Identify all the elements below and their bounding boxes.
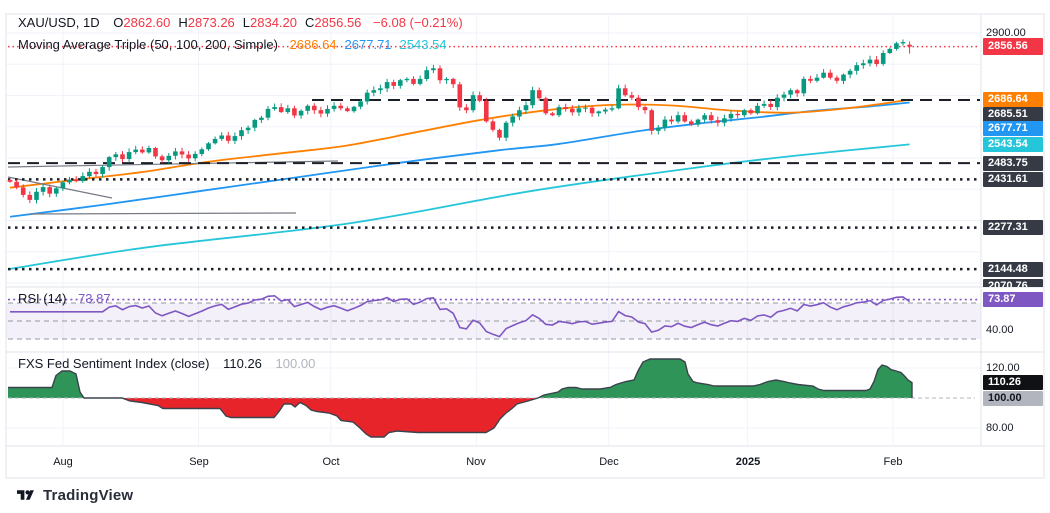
ohlc-field-h: H2873.26 [178,15,235,30]
time-axis-label-nov: Nov [466,456,486,468]
sentiment-area-series [8,358,975,438]
price-axis-badge: 2483.75 [983,155,1043,171]
price-level-lines[interactable] [8,45,980,271]
sma-50-line [9,98,910,189]
price-axis-tick: 120.00 [986,362,1020,374]
ma-indicator-values: 2686.64 2677.71 2543.54 [290,37,455,52]
sma-200-line [9,143,910,270]
price-axis-badge: 2543.54 [983,136,1043,152]
time-axis-label-dec: Dec [599,456,619,468]
tradingview-logo-text: TradingView [43,487,134,504]
rsi-line-series [8,294,980,338]
ma-indicator-label: Moving Average Triple (50, 100, 200, Sim… [18,37,278,52]
symbol-title: XAU/USD, 1D [18,15,100,30]
ohlc-field-c: C2856.56 [305,15,362,30]
price-axis-tick: 80.00 [986,422,1014,434]
symbol-header-row[interactable]: XAU/USD, 1D O2862.60 H2873.26 L2834.20 C285… [18,15,463,30]
rsi-bands [6,302,981,340]
candlestick-series [7,39,912,204]
time-axis-label-aug: Aug [53,456,73,468]
ma-value: 2677.71 [344,37,392,52]
rsi-indicator-row[interactable]: RSI (14) 73.87 [18,291,111,306]
price-axis-badge: 2431.61 [983,171,1043,187]
time-axis-label-feb: Feb [883,456,903,468]
price-axis-badge: 2070.76 [983,279,1043,287]
tradingview-logo-icon [17,490,34,500]
change-value: −6.08 (−0.21%) [373,15,463,30]
price-axis-badge: 2685.51 [983,106,1043,122]
ohlc-field-o: O2862.60 [113,15,171,30]
price-axis-badge: 2277.31 [983,220,1043,236]
price-axis-badge: 100.00 [983,390,1043,406]
ohlc-values: O2862.60 H2873.26 L2834.20 C2856.56 [113,15,369,30]
ohlc-field-l: L2834.20 [242,15,298,30]
price-axis-tick: 2900.00 [986,27,1026,39]
sentiment-baseline-value: 100.00 [275,356,316,371]
trendlines[interactable] [7,160,339,215]
price-axis-tick: 40.00 [986,324,1014,336]
ma-value: 2543.54 [399,37,447,52]
rsi-indicator-value: 73.87 [78,291,111,306]
time-axis-label-oct: Oct [322,456,340,468]
price-axis-badge: 2686.64 [983,92,1043,108]
price-axis-badge: 2144.48 [983,261,1043,277]
time-axis-label-2025: 2025 [735,456,761,468]
pane-separators[interactable] [5,13,1045,479]
sma-100-line [9,101,910,218]
sentiment-indicator-row[interactable]: FXS Fed Sentiment Index (close) 110.26 1… [18,356,315,371]
ma-indicator-row[interactable]: Moving Average Triple (50, 100, 200, Sim… [18,37,455,52]
rsi-indicator-label: RSI (14) [18,291,67,306]
moving-average-lines [9,98,910,270]
sentiment-indicator-value: 110.26 [223,356,262,371]
price-axis-badge: 73.87 [983,292,1043,308]
time-axis-label-sep: Sep [189,456,209,468]
price-axis-badge: 110.26 [983,375,1043,391]
price-axis-badge: 2677.71 [983,121,1043,137]
sentiment-indicator-label: FXS Fed Sentiment Index (close) [18,356,210,371]
price-axis-badge-clipped: 2070.76 [983,279,1043,287]
price-axis-badge: 2856.56 [983,38,1043,56]
tradingview-logo[interactable]: TradingView [17,486,133,505]
ma-value: 2686.64 [289,37,337,52]
